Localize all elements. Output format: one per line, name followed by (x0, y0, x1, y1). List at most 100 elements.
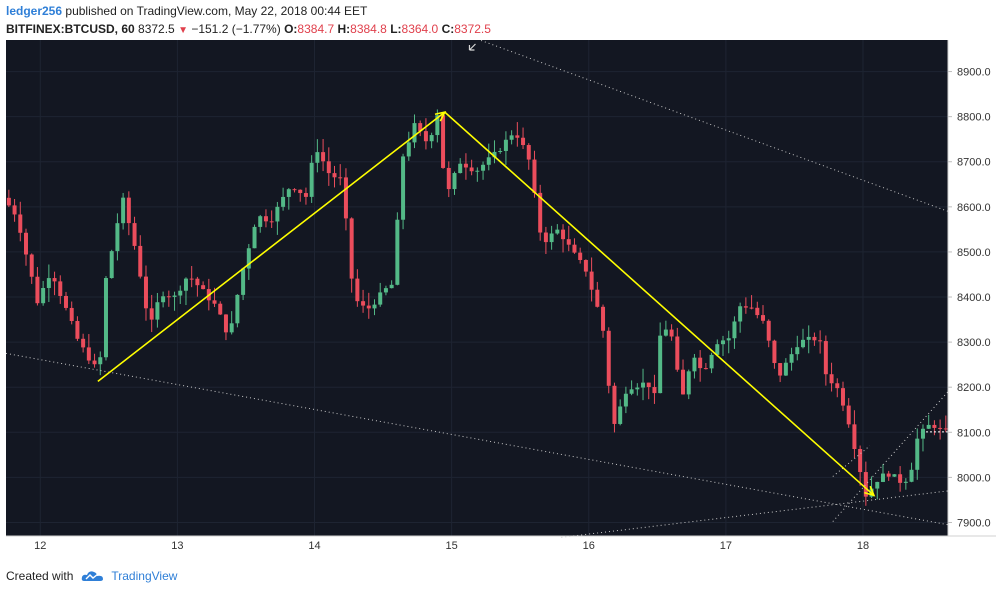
x-tick-label: 15 (446, 540, 458, 552)
y-tick-label: 8800.0 (957, 112, 991, 124)
candle-body (880, 473, 885, 482)
candle-body (675, 336, 680, 370)
last-price: 8372.5 (138, 22, 175, 36)
candle-body (12, 205, 17, 215)
candle-body (932, 424, 937, 428)
candle-body (509, 135, 514, 140)
candle-body (35, 276, 40, 304)
candle-body (246, 248, 251, 269)
dotted-trendline[interactable] (561, 490, 949, 538)
candle-body (435, 115, 440, 136)
trend-arrow-line[interactable] (444, 111, 875, 497)
high-label: H: (337, 22, 351, 36)
candle-body (612, 385, 617, 424)
candle-body (806, 336, 811, 340)
y-tick-label: 8700.0 (957, 157, 991, 169)
candle-body (920, 428, 925, 439)
candle-body (126, 197, 131, 224)
high-value: 8384.8 (350, 22, 387, 36)
candle-body (75, 321, 80, 339)
candle-body (161, 296, 166, 303)
candle-body (441, 115, 446, 168)
candle-body (481, 164, 486, 171)
down-arrow-icon: ▼ (178, 25, 188, 36)
candle-body (326, 161, 331, 174)
x-tick-label: 16 (583, 540, 595, 552)
candle-body (749, 307, 754, 309)
candle-body (172, 295, 177, 297)
price-chart[interactable]: 7900.0 8000.0 8100.0 8200.0 8300.0 8400.0 8500… (5, 37, 996, 554)
tradingview-brand[interactable]: TradingView (111, 569, 178, 583)
candle-body (155, 302, 160, 320)
candle-body (658, 335, 663, 394)
publish-text: published on TradingView.com, May 22, 20… (65, 4, 368, 18)
created-with-text: Created with (6, 569, 74, 583)
candle-body (86, 347, 91, 361)
dotted-trendline[interactable] (473, 37, 949, 212)
candle-body (549, 233, 554, 243)
candle-body (829, 374, 834, 384)
candle-body (526, 145, 531, 160)
candle-body (835, 383, 840, 389)
candle-body (561, 229, 566, 240)
low-label: L: (390, 22, 402, 36)
dotted-trendline[interactable] (832, 391, 949, 522)
candle-body (92, 360, 97, 365)
candle-body (166, 296, 171, 298)
dotted-trendline[interactable] (832, 445, 871, 477)
candle-body (943, 428, 948, 430)
y-tick-label: 8200.0 (957, 382, 991, 394)
candle-body (361, 301, 366, 306)
candle-body (663, 329, 668, 336)
x-tick-label: 17 (720, 540, 732, 552)
candle-body (41, 287, 46, 304)
chart-svg[interactable]: 7900.0 8000.0 8100.0 8200.0 8300.0 8400.0 8500… (5, 37, 996, 554)
trend-arrow-line[interactable] (97, 111, 446, 382)
candle-body (486, 157, 491, 165)
candle-body (852, 424, 857, 450)
symbol-line: BITFINEX:BTCUSD, 60 8372.5 ▼ −151.2 (−1.… (6, 20, 996, 38)
y-tick-label: 8000.0 (957, 472, 991, 484)
dotted-trendlines (5, 37, 949, 538)
x-tick-label: 13 (171, 540, 183, 552)
candle-body (503, 139, 508, 152)
candle-body (886, 473, 891, 477)
price-axis-panel (948, 40, 996, 554)
candle-body (366, 305, 371, 309)
candle-body (938, 427, 943, 429)
grid (6, 40, 948, 536)
candle-body (18, 214, 23, 233)
candle-body (275, 206, 280, 222)
candle-body (721, 340, 726, 345)
candle-body (618, 406, 623, 424)
candle-body (515, 135, 520, 138)
candle-body (555, 229, 560, 234)
candle-body (789, 354, 794, 363)
author-link[interactable]: ledger256 (6, 4, 63, 18)
candle-body (401, 156, 406, 220)
publish-line: ledger256 published on TradingView.com, … (6, 2, 996, 20)
candle-body (235, 294, 240, 324)
symbol-label: BITFINEX:BTCUSD, 60 (6, 22, 135, 36)
candle-body (795, 347, 800, 355)
candle-body (252, 226, 257, 249)
candle-body (709, 354, 714, 369)
candle-body (641, 382, 646, 388)
candle-body (800, 339, 805, 348)
candle-body (115, 223, 120, 252)
candle-body (623, 393, 628, 407)
candle-body (840, 388, 845, 406)
candle-body (412, 123, 417, 143)
candle-body (46, 278, 51, 288)
candle-body (686, 371, 691, 395)
candle-body (463, 163, 468, 168)
candle-body (138, 245, 143, 277)
candle-body (292, 189, 297, 191)
candle-body (241, 268, 246, 295)
candle-body (778, 363, 783, 376)
candle-body (652, 387, 657, 394)
candle-body (281, 196, 286, 207)
candle-body (458, 163, 463, 174)
candle-body (926, 424, 931, 429)
candle-body (338, 177, 343, 179)
